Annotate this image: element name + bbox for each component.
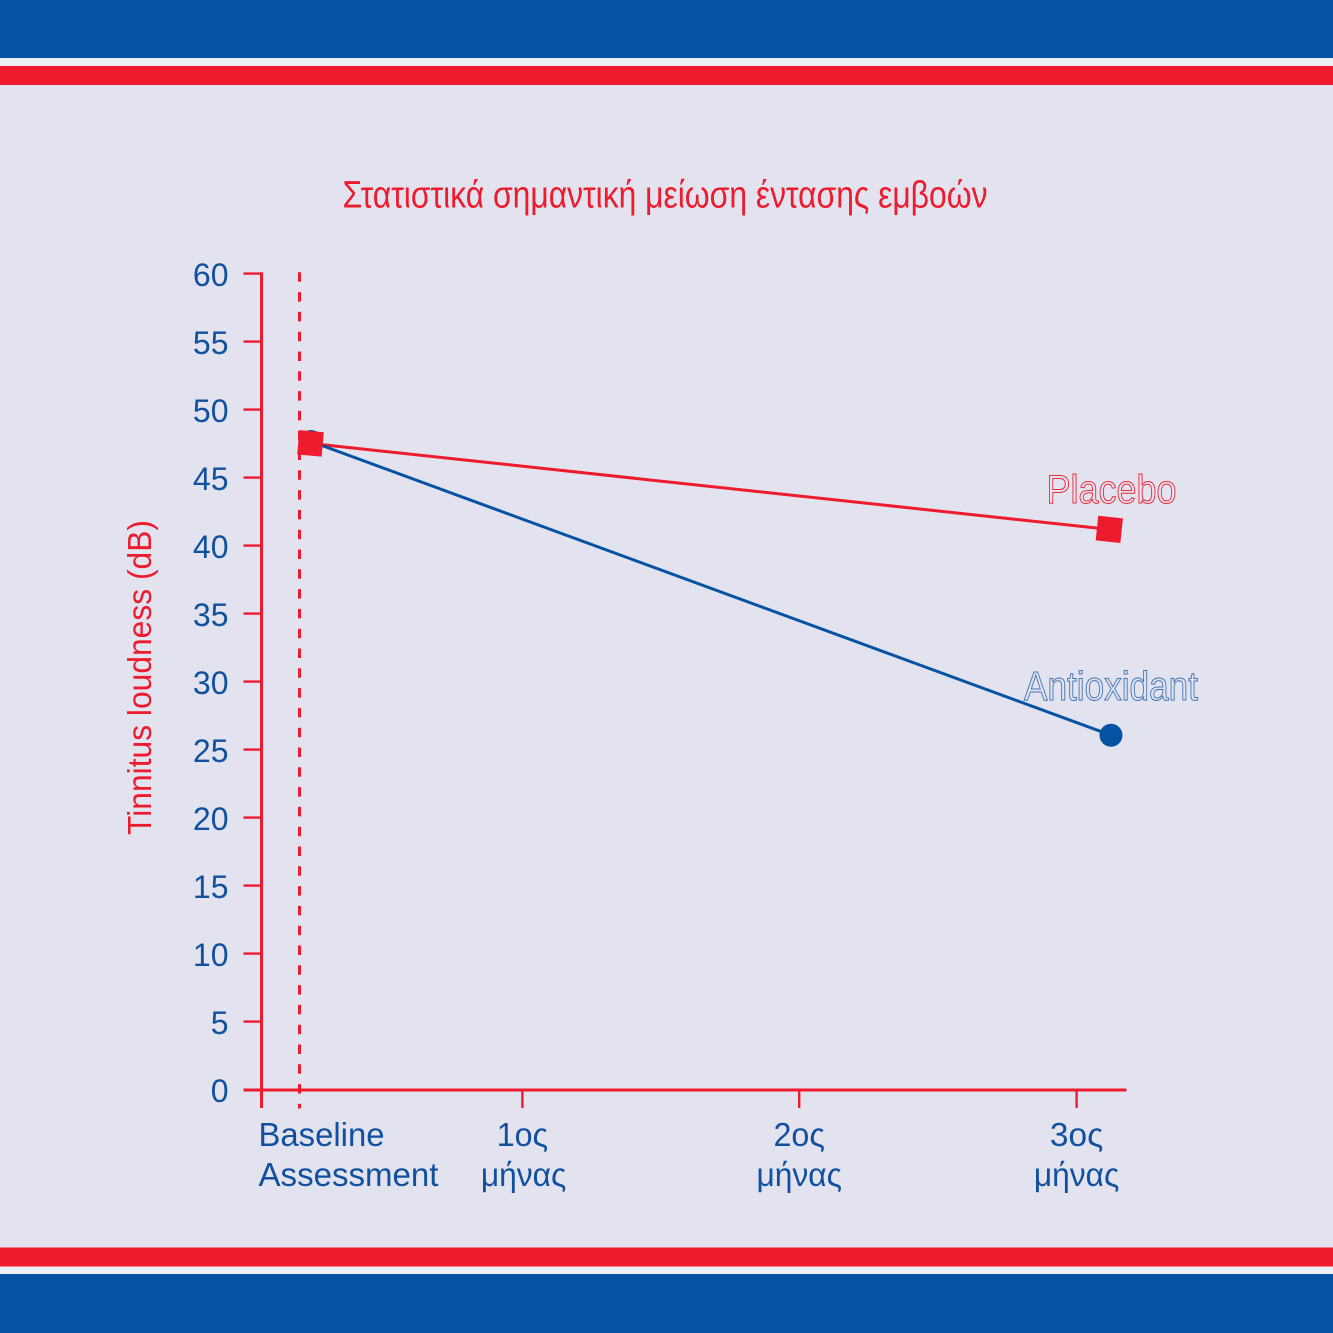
svg-text:50: 50 [193,393,229,429]
svg-text:0: 0 [211,1073,229,1109]
svg-text:μήνας: μήνας [756,1156,842,1193]
svg-text:μήνας: μήνας [1034,1156,1120,1193]
svg-text:Assessment: Assessment [259,1156,439,1193]
svg-text:1ος: 1ος [497,1116,548,1153]
svg-text:5: 5 [211,1005,229,1041]
svg-text:45: 45 [193,461,229,497]
svg-text:55: 55 [193,325,229,361]
svg-text:25: 25 [193,733,229,769]
svg-text:60: 60 [193,257,229,293]
svg-text:Tinnitus loudness (dB): Tinnitus loudness (dB) [121,520,158,835]
svg-text:15: 15 [193,869,229,905]
svg-text:Baseline: Baseline [259,1116,385,1153]
svg-text:20: 20 [193,801,229,837]
svg-text:2ος: 2ος [774,1116,825,1153]
svg-text:40: 40 [193,529,229,565]
svg-text:μήνας: μήνας [481,1156,567,1193]
svg-text:3ος: 3ος [1050,1116,1103,1153]
svg-text:Antioxidant: Antioxidant [1024,663,1199,709]
svg-text:35: 35 [193,597,229,633]
svg-text:Στατιστικά σημαντική μείωση έν: Στατιστικά σημαντική μείωση έντασης εμβο… [343,175,988,217]
svg-text:10: 10 [193,937,229,973]
svg-text:Placebo: Placebo [1047,468,1177,512]
svg-text:30: 30 [193,665,229,701]
